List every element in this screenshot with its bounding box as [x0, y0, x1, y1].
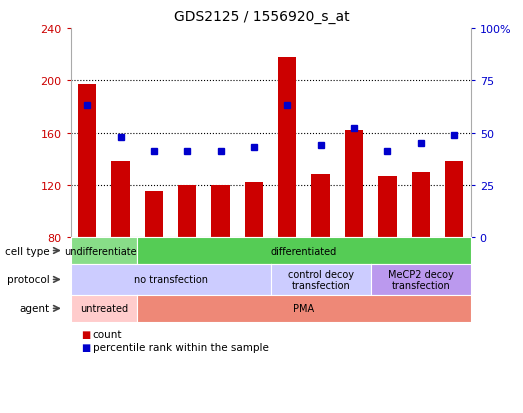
Bar [111, 162, 130, 237]
Text: ■: ■ [81, 342, 90, 352]
Text: MeCP2 decoy
transfection: MeCP2 decoy transfection [388, 269, 453, 290]
Text: cell type: cell type [5, 246, 50, 256]
Bar [78, 85, 96, 237]
Bar [245, 183, 263, 237]
Text: undifferentiated: undifferentiated [64, 246, 143, 256]
Text: ■: ■ [81, 330, 90, 339]
Bar [145, 192, 163, 237]
Text: agent: agent [19, 304, 50, 313]
Bar [412, 172, 430, 237]
Text: protocol: protocol [7, 275, 50, 285]
Text: untreated: untreated [80, 304, 128, 313]
Bar [345, 131, 363, 237]
Text: count: count [93, 330, 122, 339]
Text: GDS2125 / 1556920_s_at: GDS2125 / 1556920_s_at [174, 10, 349, 24]
Text: percentile rank within the sample: percentile rank within the sample [93, 342, 268, 352]
Bar [378, 176, 396, 237]
Bar [312, 175, 330, 237]
Bar [278, 57, 297, 237]
Bar [445, 162, 463, 237]
Text: no transfection: no transfection [134, 275, 208, 285]
Bar [178, 185, 197, 237]
Text: differentiated: differentiated [271, 246, 337, 256]
Text: PMA: PMA [293, 304, 314, 313]
Text: control decoy
transfection: control decoy transfection [288, 269, 354, 290]
Bar [211, 185, 230, 237]
